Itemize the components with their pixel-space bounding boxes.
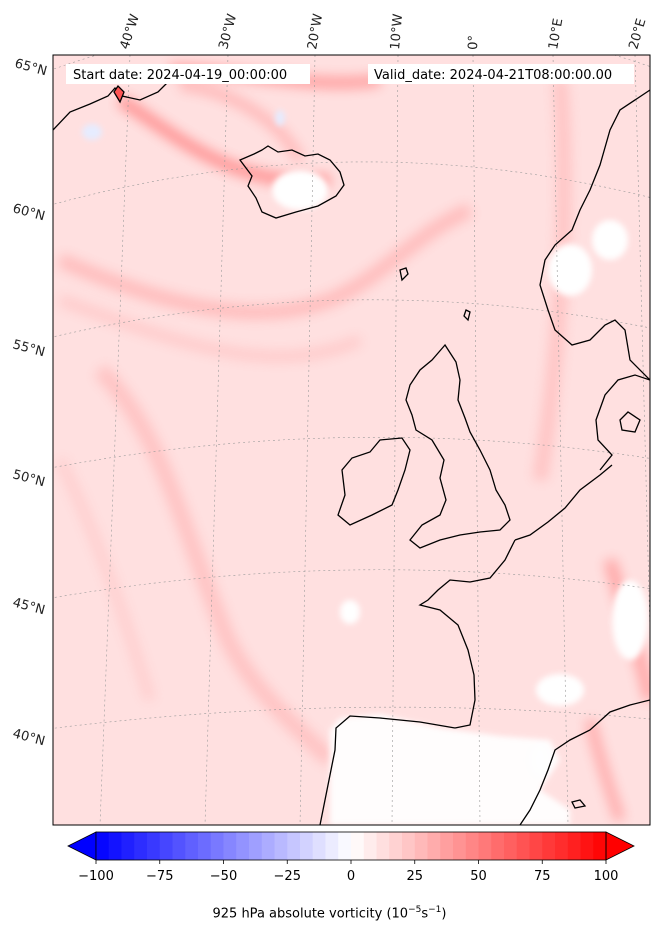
- colorbar-band: [504, 832, 518, 860]
- colorbar-band: [338, 832, 352, 860]
- colorbar-band: [402, 832, 416, 860]
- colorbar-band: [363, 832, 377, 860]
- colorbar-tick-label: −25: [274, 869, 301, 884]
- colorbar-band: [593, 832, 607, 860]
- colorbar-ticks: −100 −75 −50 −25 0 25 50 75 100: [78, 860, 618, 884]
- colorbar-band: [172, 832, 186, 860]
- colorbar-band: [134, 832, 148, 860]
- colorbar-band: [453, 832, 467, 860]
- colorbar-tick-label: 75: [534, 869, 551, 884]
- colorbar-tick-label: −75: [146, 869, 173, 884]
- colorbar-band: [427, 832, 441, 860]
- norway-coast: [539, 89, 650, 381]
- map-frame: [52, 54, 651, 826]
- colorbar-label-prefix: 925 hPa absolute vorticity (10: [212, 906, 409, 922]
- colorbar-band: [440, 832, 454, 860]
- colorbar-band: [287, 832, 301, 860]
- northsea-coast: [514, 464, 613, 541]
- colorbar-tick-label: 25: [406, 869, 423, 884]
- colorbar-band: [210, 832, 224, 860]
- colorbar-label: 925 hPa absolute vorticity (10−5s−1): [0, 905, 659, 921]
- colorbar-label-exp1: −5: [408, 905, 422, 915]
- colorbar-tick-label: 100: [594, 869, 619, 884]
- scandinavia-coast: [595, 374, 650, 471]
- france-coast: [418, 539, 516, 729]
- colorbar-band: [491, 832, 505, 860]
- colorbar-high-extend: [605, 831, 635, 861]
- lon-label-20w: 20°W: [305, 13, 326, 51]
- lon-label-0: 0°: [466, 35, 482, 50]
- colorbar-band: [121, 832, 135, 860]
- colorbar-steps: [96, 832, 607, 860]
- colorbar-band: [185, 832, 199, 860]
- colorbar-band: [300, 832, 314, 860]
- lat-label-60n: 60°N: [11, 201, 47, 224]
- colorbar: −100 −75 −50 −25 0 25 50 75 100: [67, 831, 635, 884]
- colorbar-band: [542, 832, 556, 860]
- colorbar-band: [555, 832, 569, 860]
- coastlines: [53, 81, 650, 825]
- colorbar-band: [147, 832, 161, 860]
- colorbar-tick-label: −50: [210, 869, 237, 884]
- colorbar-band: [312, 832, 326, 860]
- colorbar-band: [567, 832, 581, 860]
- colorbar-band: [236, 832, 250, 860]
- start-date-text: Start date: 2024-04-19_00:00:00: [73, 68, 287, 83]
- colorbar-band: [351, 832, 365, 860]
- colorbar-band: [159, 832, 173, 860]
- colorbar-low-extend: [67, 831, 97, 861]
- colorbar-band: [274, 832, 288, 860]
- start-date-box: [66, 64, 310, 84]
- iceland-coast: [238, 145, 345, 219]
- colorbar-band: [580, 832, 594, 860]
- vorticity-field: [53, 55, 650, 825]
- great-britain-coast: [405, 343, 511, 549]
- colorbar-band: [96, 832, 110, 860]
- colorbar-band: [414, 832, 428, 860]
- lon-label-10w: 10°W: [388, 13, 406, 50]
- valid-date-box: [368, 64, 634, 84]
- iberia-coast: [319, 715, 456, 825]
- mediterranean-coast: [519, 699, 650, 825]
- greenland-coast: [53, 81, 169, 131]
- lon-label-20e: 20°E: [626, 17, 649, 51]
- ireland-coast: [337, 437, 411, 526]
- lat-label-40n: 40°N: [11, 726, 47, 749]
- lat-label-55n: 55°N: [11, 337, 47, 360]
- colorbar-tick-label: 50: [470, 869, 487, 884]
- colorbar-band: [376, 832, 390, 860]
- lon-label-40w: 40°W: [118, 12, 143, 51]
- colorbar-band: [516, 832, 530, 860]
- colorbar-band: [529, 832, 543, 860]
- valid-date-text: Valid_date: 2024-04-21T08:00:00.00: [374, 68, 612, 83]
- colorbar-label-mid: s: [421, 906, 429, 922]
- colorbar-band: [223, 832, 237, 860]
- colorbar-band: [389, 832, 403, 860]
- colorbar-band: [198, 832, 212, 860]
- graticule: [53, 55, 650, 825]
- colorbar-band: [261, 832, 275, 860]
- colorbar-tick-label: −100: [78, 869, 114, 884]
- colorbar-band: [478, 832, 492, 860]
- colorbar-tick-label: 0: [347, 869, 355, 884]
- lat-label-45n: 45°N: [11, 595, 47, 618]
- colorbar-band: [108, 832, 122, 860]
- colorbar-band: [325, 832, 339, 860]
- colorbar-band: [465, 832, 479, 860]
- lat-label-65n: 65°N: [13, 56, 49, 79]
- lon-label-30w: 30°W: [216, 12, 240, 51]
- lon-label-10e: 10°E: [546, 17, 566, 50]
- colorbar-label-suffix: ): [441, 906, 447, 922]
- colorbar-band: [249, 832, 263, 860]
- colorbar-label-exp2: −1: [428, 905, 442, 915]
- lat-label-50n: 50°N: [11, 467, 47, 490]
